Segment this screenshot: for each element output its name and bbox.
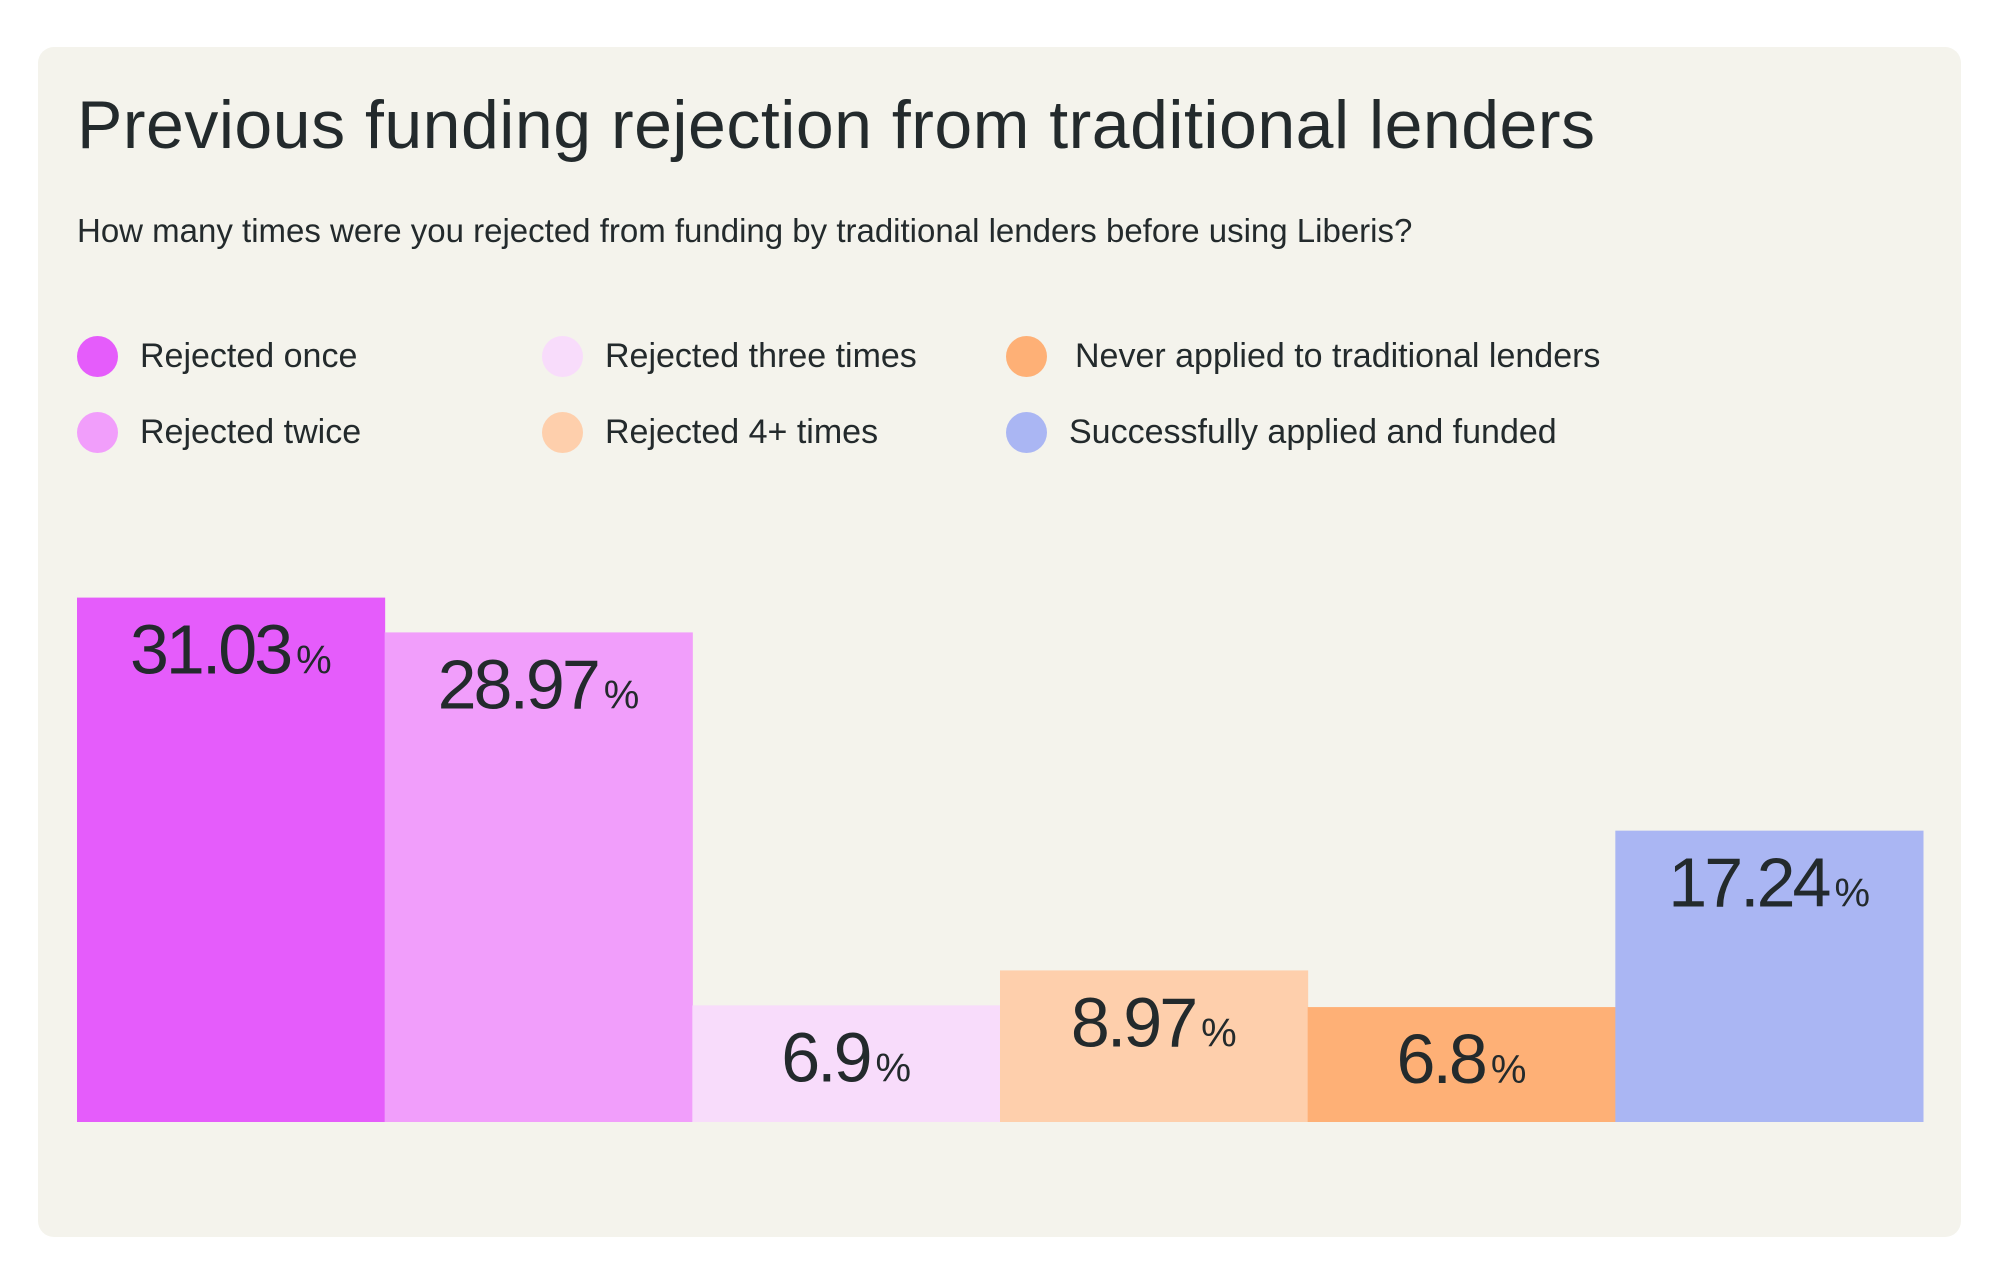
bar-4: [1307, 1007, 1616, 1122]
bar-value-label: 6.8%: [1397, 1020, 1527, 1098]
legend-label: Rejected three times: [605, 336, 917, 375]
legend-swatch: [1006, 335, 1047, 377]
legend-swatch: [77, 335, 118, 377]
bar-value-label: 6.9%: [781, 1018, 911, 1096]
legend-swatch: [77, 411, 118, 453]
chart-subtitle: How many times were you rejected from fu…: [77, 212, 1413, 249]
legend-swatch: [1006, 411, 1047, 453]
bar-value-label: 17.24%: [1668, 844, 1870, 922]
legend-label: Rejected 4+ times: [605, 412, 879, 451]
legend-label: Rejected twice: [140, 412, 362, 451]
legend-swatch: [542, 335, 583, 377]
legend-item-rejected-twice: Rejected twice: [77, 410, 361, 454]
bar-value-label: 31.03%: [130, 611, 332, 689]
chart-title: Previous funding rejection from traditio…: [77, 87, 1596, 163]
legend-label: Never applied to traditional lenders: [1075, 336, 1601, 375]
bar-value-label: 8.97%: [1071, 983, 1237, 1061]
bar-0: [77, 597, 386, 1122]
legend-swatch: [542, 411, 583, 453]
legend-label: Successfully applied and funded: [1069, 412, 1557, 451]
legend-item-rejected-4-plus: Rejected 4+ times: [542, 410, 878, 454]
legend-item-rejected-once: Rejected once: [77, 334, 357, 378]
legend-label: Rejected once: [140, 336, 358, 375]
bar-5: [1615, 830, 1924, 1122]
bar-1: [384, 632, 693, 1122]
bar-2: [692, 1005, 1001, 1122]
legend-item-never-applied: Never applied to traditional lenders: [1006, 334, 1600, 378]
legend-item-rejected-three-times: Rejected three times: [542, 334, 917, 378]
legend-item-successfully-funded: Successfully applied and funded: [1006, 410, 1557, 454]
bar-3: [1000, 970, 1309, 1122]
bar-value-label: 28.97%: [438, 645, 640, 723]
